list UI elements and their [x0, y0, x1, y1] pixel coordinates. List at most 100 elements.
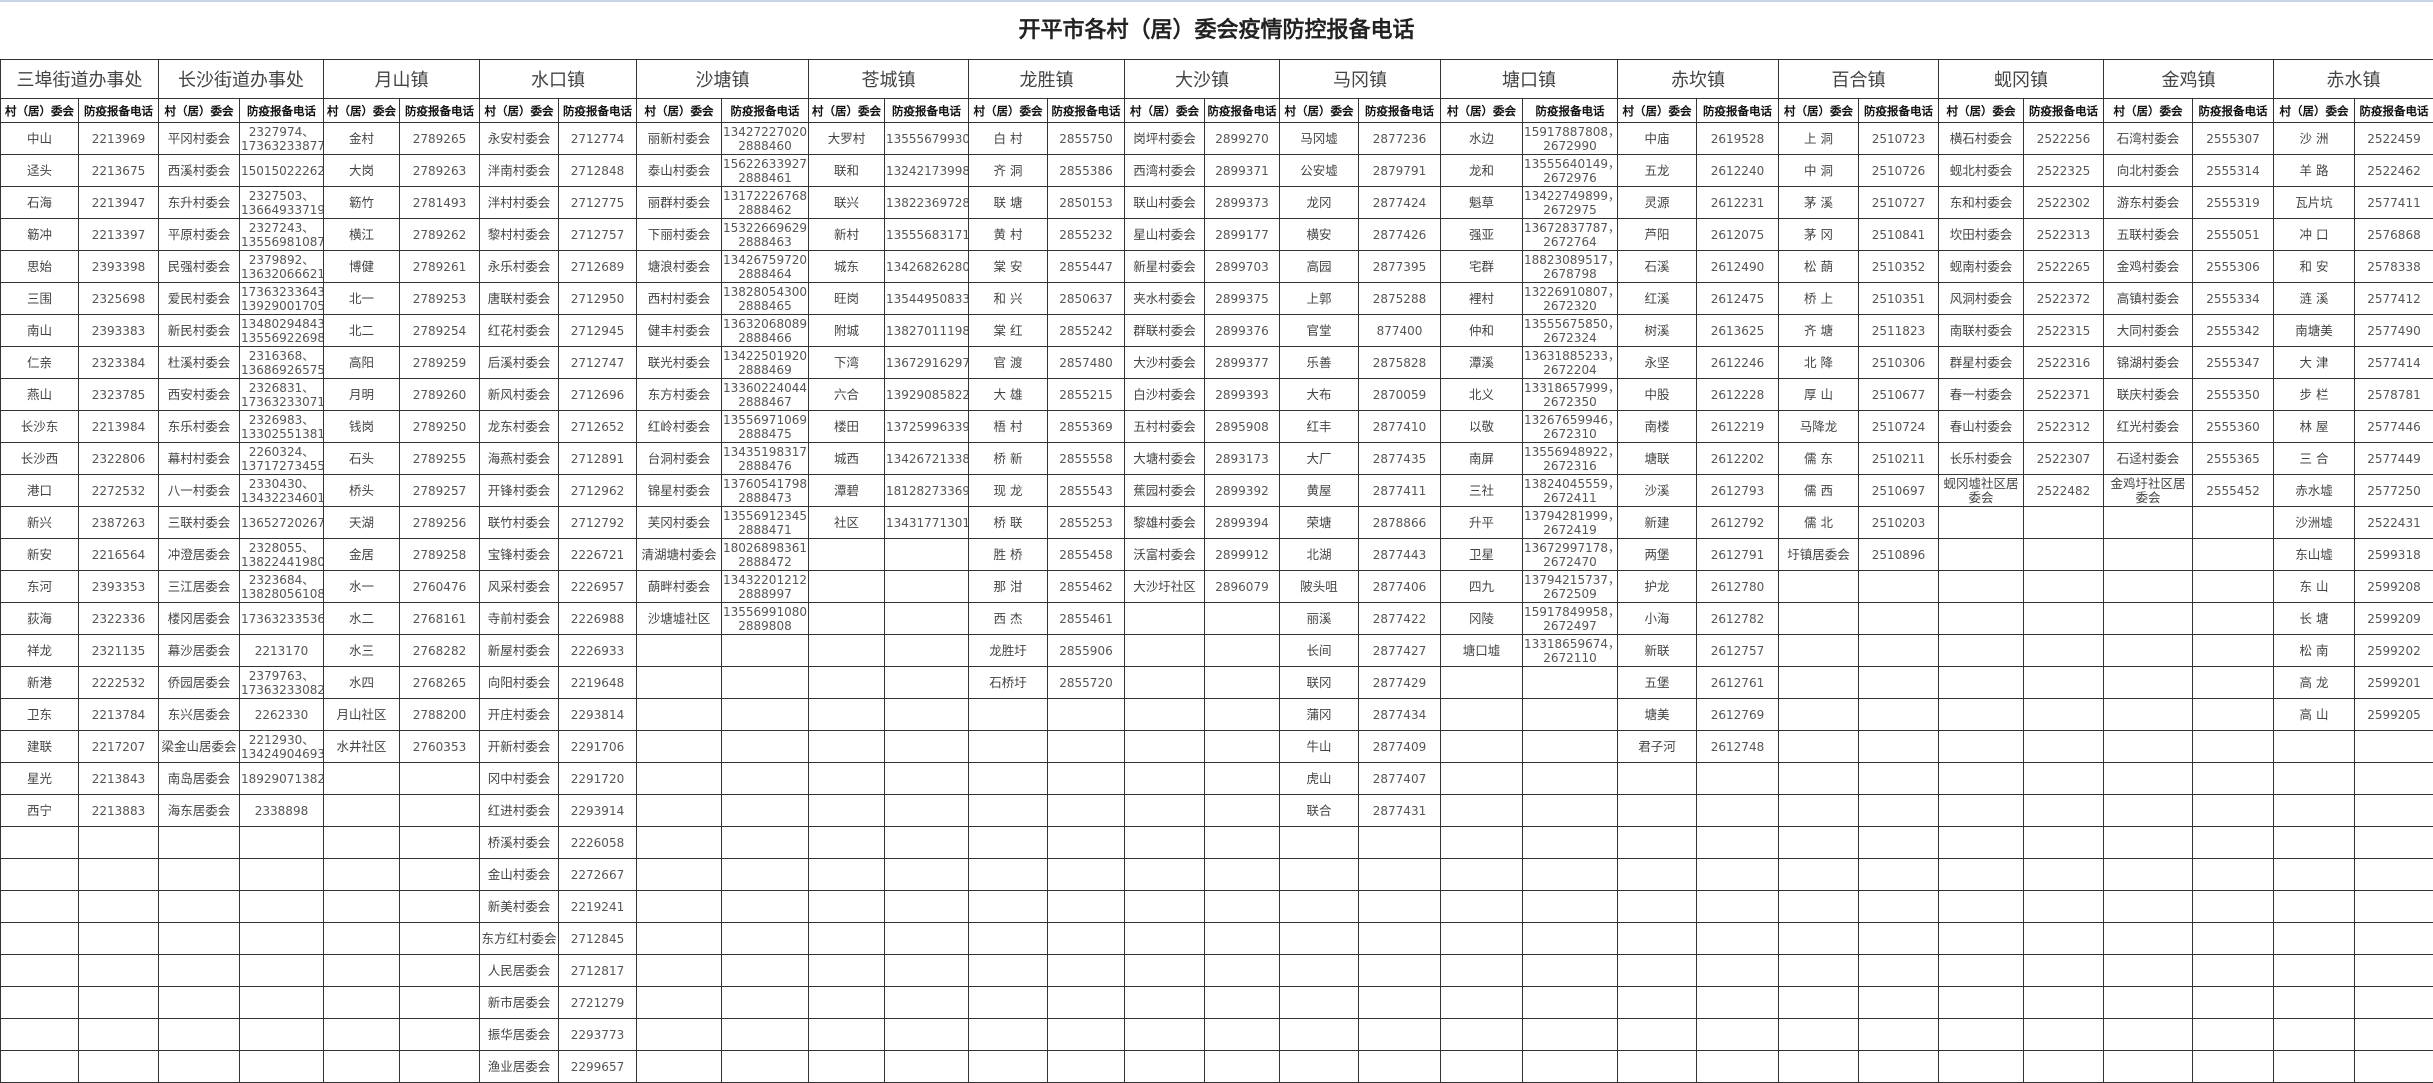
phone-cell [1205, 795, 1280, 827]
committee-name-cell [1939, 891, 2024, 923]
phone-cell [1048, 859, 1125, 891]
column-header-phone: 防疫报备电话 [79, 99, 159, 123]
phone-cell: 2510841 [1859, 219, 1939, 251]
phone-cell [1859, 571, 1939, 603]
phone-cell: 2293773 [559, 1019, 637, 1051]
committee-name-cell: 齐 塘 [1779, 315, 1859, 347]
committee-name-cell: 魁草 [1441, 187, 1523, 219]
phone-cell: 2877435 [1359, 443, 1441, 475]
committee-name-cell [1441, 699, 1523, 731]
committee-name-cell: 联合 [1280, 795, 1359, 827]
phone-cell: 2612780 [1697, 571, 1779, 603]
phone-cell: 2855369 [1048, 411, 1125, 443]
column-header-phone: 防疫报备电话 [1359, 99, 1441, 123]
phone-cell: 2855558 [1048, 443, 1125, 475]
phone-cell: 2877422 [1359, 603, 1441, 635]
committee-name-cell: 冈中村委会 [480, 763, 559, 795]
phone-cell [885, 827, 969, 859]
committee-name-cell: 儒 东 [1779, 443, 1859, 475]
committee-name-cell: 迳头 [1, 155, 79, 187]
committee-name-cell: 后溪村委会 [480, 347, 559, 379]
committee-name-cell [809, 603, 885, 635]
committee-name-cell [1618, 987, 1697, 1019]
phone-cell: 2393398 [79, 251, 159, 283]
committee-name-cell [1125, 795, 1205, 827]
phone-cell: 2522459 [2355, 123, 2433, 155]
committee-name-cell [1779, 1019, 1859, 1051]
committee-name-cell [969, 859, 1048, 891]
phone-cell [400, 795, 480, 827]
phone-cell [722, 891, 809, 923]
phone-cell [885, 539, 969, 571]
committee-name-cell: 丽溪 [1280, 603, 1359, 635]
committee-name-cell: 民强村委会 [159, 251, 240, 283]
committee-name-cell [2104, 923, 2193, 955]
committee-name-cell: 树溪 [1618, 315, 1697, 347]
phone-cell [1359, 1019, 1441, 1051]
committee-name-cell: 桥溪村委会 [480, 827, 559, 859]
committee-name-cell [324, 987, 400, 1019]
committee-name-cell [2104, 731, 2193, 763]
committee-name-cell [1618, 795, 1697, 827]
committee-name-cell: 石湾村委会 [2104, 123, 2193, 155]
phone-cell [400, 1019, 480, 1051]
committee-name-cell: 联竹村委会 [480, 507, 559, 539]
committee-name-cell: 白沙村委会 [1125, 379, 1205, 411]
committee-name-cell: 羊 路 [2274, 155, 2355, 187]
phone-cell: 2522431 [2355, 507, 2433, 539]
column-header-name: 村（居）委会 [1779, 99, 1859, 123]
column-header-name: 村（居）委会 [2104, 99, 2193, 123]
phone-cell: 2510724 [1859, 411, 1939, 443]
phone-cell [2355, 955, 2433, 987]
committee-name-cell [2274, 827, 2355, 859]
column-header-name: 村（居）委会 [2274, 99, 2355, 123]
phone-cell: 2899912 [1205, 539, 1280, 571]
committee-name-cell [2274, 763, 2355, 795]
committee-name-cell: 向阳村委会 [480, 667, 559, 699]
committee-name-cell: 东升村委会 [159, 187, 240, 219]
committee-name-cell [637, 891, 722, 923]
committee-name-cell: 中庙 [1618, 123, 1697, 155]
committee-name-cell: 新屋村委会 [480, 635, 559, 667]
phone-cell: 2877443 [1359, 539, 1441, 571]
phone-cell: 2555051 [2193, 219, 2274, 251]
committee-name-cell [159, 987, 240, 1019]
phone-cell: 2291706 [559, 731, 637, 763]
phone-cell [1048, 923, 1125, 955]
column-header-phone: 防疫报备电话 [2024, 99, 2104, 123]
column-header-name: 村（居）委会 [969, 99, 1048, 123]
table-row: 三围2325698爱民村委会17363233643、 13929001705北一… [1, 283, 2433, 315]
phone-cell: 2768161 [400, 603, 480, 635]
committee-name-cell [1779, 763, 1859, 795]
committee-name-cell: 水二 [324, 603, 400, 635]
committee-name-cell: 五村村委会 [1125, 411, 1205, 443]
phone-cell [1205, 603, 1280, 635]
page-title: 开平市各村（居）委会疫情防控报备电话 [0, 2, 2433, 59]
committee-name-cell [1939, 635, 2024, 667]
committee-name-cell [637, 827, 722, 859]
phone-cell: 13828054300 2888465 [722, 283, 809, 315]
phone-cell [1359, 827, 1441, 859]
committee-name-cell: 金村 [324, 123, 400, 155]
phone-cell: 2393353 [79, 571, 159, 603]
phone-cell [1859, 1051, 1939, 1083]
phone-cell [240, 859, 324, 891]
committee-name-cell: 乐善 [1280, 347, 1359, 379]
committee-name-cell: 丽群村委会 [637, 187, 722, 219]
phone-cell [2355, 923, 2433, 955]
phone-cell: 2619528 [1697, 123, 1779, 155]
phone-cell: 2712689 [559, 251, 637, 283]
column-header-row: 村（居）委会防疫报备电话村（居）委会防疫报备电话村（居）委会防疫报备电话村（居）… [1, 99, 2433, 123]
committee-name-cell [1280, 827, 1359, 859]
phone-cell: 2522316 [2024, 347, 2104, 379]
committee-name-cell: 北义 [1441, 379, 1523, 411]
committee-name-cell: 龙东村委会 [480, 411, 559, 443]
phone-cell: 2789253 [400, 283, 480, 315]
phone-cell: 2789260 [400, 379, 480, 411]
committee-name-cell: 长沙东 [1, 411, 79, 443]
committee-name-cell: 旺岗 [809, 283, 885, 315]
phone-cell: 2721279 [559, 987, 637, 1019]
phone-cell: 2510352 [1859, 251, 1939, 283]
phone-cell [400, 987, 480, 1019]
